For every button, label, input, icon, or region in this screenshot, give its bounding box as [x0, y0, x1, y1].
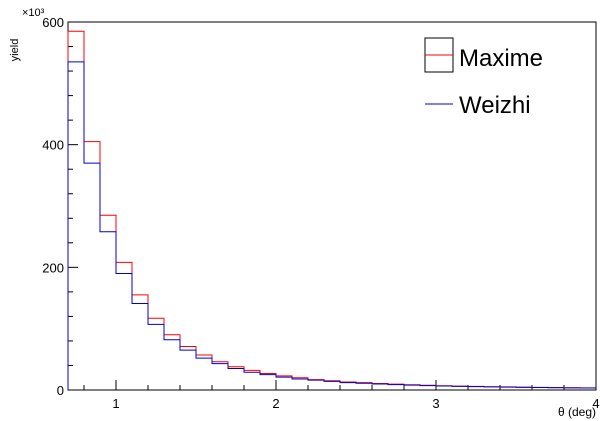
x-axis-label: θ (deg)	[558, 405, 596, 419]
y-tick-label: 400	[42, 138, 64, 153]
x-tick-label: 1	[112, 396, 119, 411]
legend-entry-maxime: Maxime	[459, 45, 543, 72]
x-axis: 1 2 3 4	[83, 380, 600, 411]
x-tick-label: 2	[272, 396, 279, 411]
series-line-weizhi	[67, 61, 596, 390]
x-tick-label: 3	[432, 396, 439, 411]
series-layer	[67, 30, 596, 390]
legend-entry-weizhi: Weizhi	[459, 92, 531, 119]
x-tick-label: 4	[592, 396, 599, 411]
y-multiplier-label: ×10³	[22, 7, 45, 19]
y-axis: 0 200 400 600	[42, 15, 78, 398]
y-tick-label: 0	[57, 383, 64, 398]
plot-frame	[67, 21, 597, 391]
y-tick-label: 600	[42, 15, 64, 30]
y-axis-label: yield	[9, 39, 21, 62]
series-line-maxime	[67, 30, 596, 390]
y-tick-label: 200	[42, 260, 64, 275]
legend: Maxime Weizhi	[424, 37, 543, 119]
